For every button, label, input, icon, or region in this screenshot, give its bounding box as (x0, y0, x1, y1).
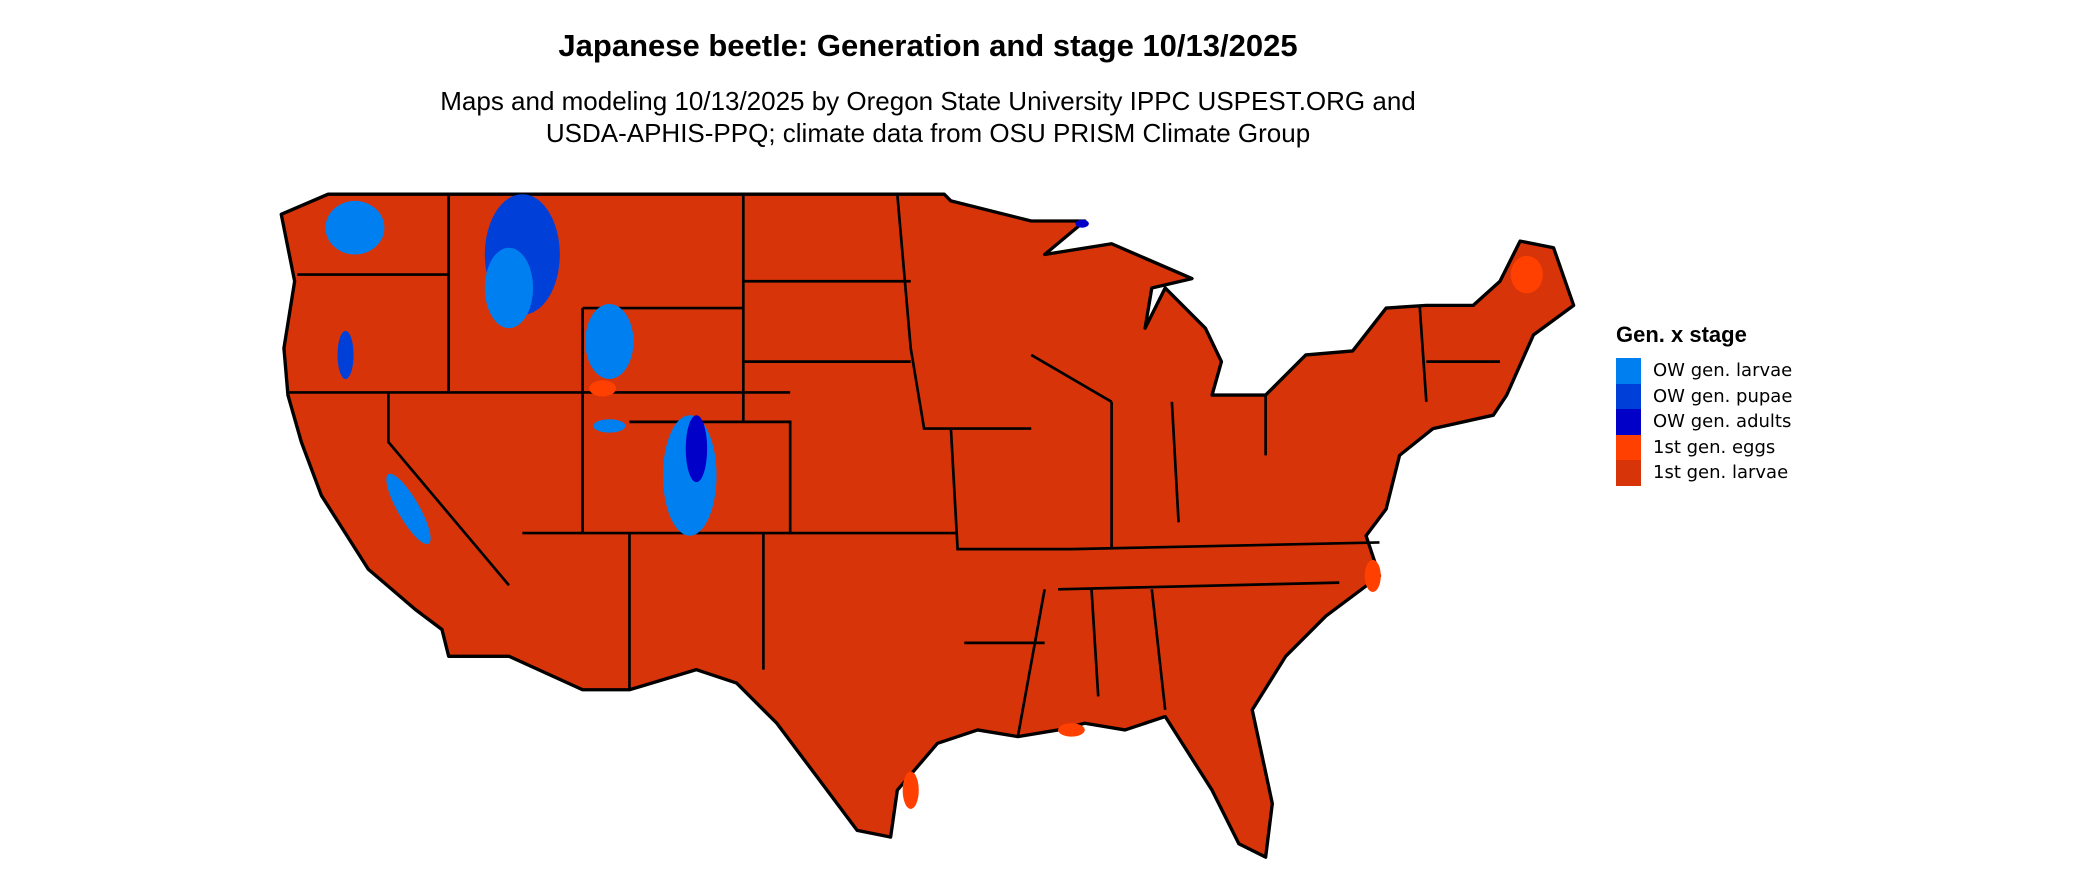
state-borders (287, 194, 1500, 737)
us-outline (279, 192, 1576, 859)
legend-swatch (1616, 434, 1641, 460)
legend-label: OW gen. adults (1653, 411, 1792, 433)
legend-swatch (1616, 383, 1641, 409)
legend-title: Gen. x stage (1616, 322, 1747, 347)
map-title: Japanese beetle: Generation and stage 10… (558, 28, 1298, 63)
legend-label: OW gen. pupae (1653, 385, 1793, 407)
ow-generation-areas (325, 194, 1089, 545)
legend-item: OW gen. adults (1616, 409, 1792, 435)
legend-swatch (1616, 358, 1641, 384)
legend-item: 1st gen. larvae (1616, 460, 1792, 486)
map-subtitle-line-2: USDA-APHIS-PPQ; climate data from OSU PR… (545, 118, 1311, 148)
legend-item: OW gen. larvae (1616, 358, 1792, 384)
legend-swatch (1616, 460, 1641, 486)
legend-label: OW gen. larvae (1653, 360, 1793, 382)
legend-swatch (1616, 409, 1641, 435)
legend-item: 1st gen. eggs (1616, 434, 1792, 460)
legend-item: OW gen. pupae (1616, 383, 1793, 409)
legend-label: 1st gen. larvae (1653, 462, 1789, 484)
first-gen-eggs-areas (589, 255, 1543, 809)
map-subtitle-line-1: Maps and modeling 10/13/2025 by Oregon S… (440, 86, 1416, 116)
legend: Gen. x stage OW gen. larvae OW gen. pupa… (1616, 322, 1792, 486)
legend-label: 1st gen. eggs (1653, 436, 1776, 458)
